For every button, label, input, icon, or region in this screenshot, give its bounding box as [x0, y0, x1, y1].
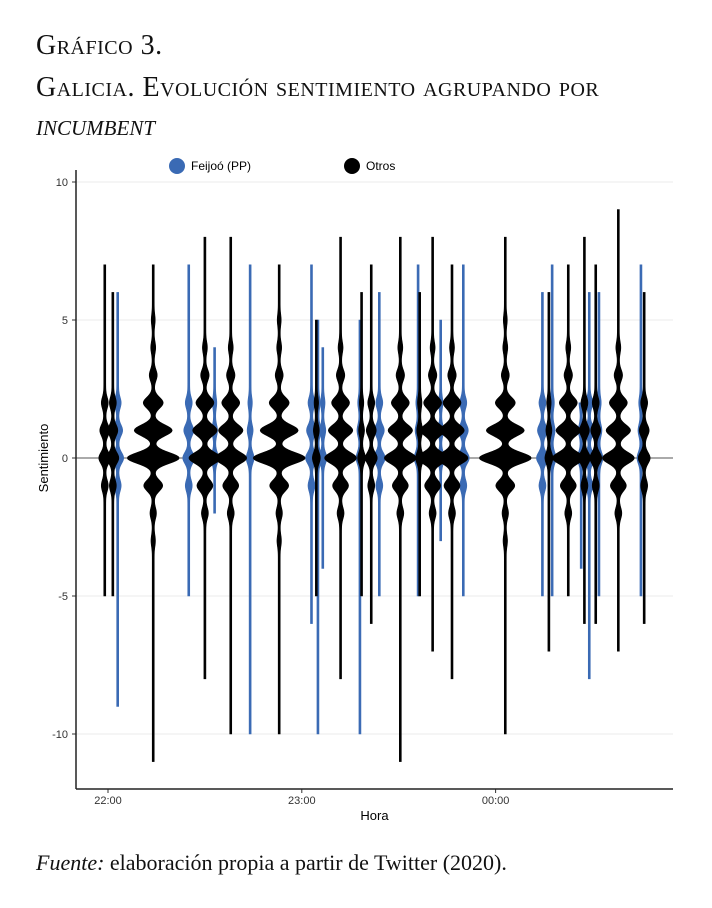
violin-otros: [126, 264, 180, 762]
violin-feijoo: [111, 292, 124, 707]
y-tick-label: -5: [58, 591, 68, 603]
violin-otros: [312, 319, 321, 597]
violin-feijoo: [373, 292, 386, 597]
y-axis-title: Sentimiento: [36, 424, 51, 493]
y-tick-label: 5: [62, 315, 68, 327]
y-tick-label: 0: [62, 453, 68, 465]
violin-otros: [415, 292, 425, 597]
violin-otros: [602, 209, 635, 652]
violin-otros: [383, 236, 417, 762]
legend-label: Feijoó (PP): [191, 159, 251, 173]
violin-otros: [106, 292, 120, 597]
violin-otros: [214, 236, 248, 735]
violin-otros: [637, 292, 651, 624]
violin-otros: [478, 236, 532, 735]
violin-feijoo: [245, 264, 255, 735]
x-tick-label: 22:00: [94, 795, 122, 807]
source-text: elaboración propia a partir de Twitter (…: [104, 850, 507, 875]
violin-feijoo: [594, 292, 604, 597]
violin-feijoo: [182, 264, 196, 597]
violin-otros: [589, 264, 603, 624]
figure-number: Gráfico 3.: [36, 30, 163, 61]
legend-label: Otros: [366, 159, 395, 173]
violin-otros: [435, 264, 469, 680]
legend-swatch: [344, 158, 360, 174]
violin-otros: [252, 264, 306, 735]
violin-feijoo: [582, 292, 596, 680]
figure-subtitle: INCUMBENT: [36, 116, 156, 140]
violin-otros: [578, 236, 591, 624]
violin-feijoo: [536, 292, 549, 597]
x-axis-title: Hora: [360, 808, 389, 823]
y-tick-label: 10: [56, 177, 68, 189]
figure-title: Galicia. Evolución sentimiento agrupando…: [36, 72, 600, 103]
violin-otros: [98, 264, 112, 597]
violin-otros: [551, 264, 585, 597]
y-tick-label: -10: [52, 729, 68, 741]
legend: Feijoó (PP) Otros: [169, 158, 395, 174]
violin-feijoo: [305, 264, 318, 624]
violin-otros: [324, 236, 357, 680]
legend-swatch: [169, 158, 185, 174]
x-tick-label: 23:00: [288, 795, 316, 807]
violin-otros: [357, 292, 366, 597]
x-tick-label: 00:00: [482, 795, 510, 807]
violin-feijoo: [318, 347, 328, 569]
violin-otros: [416, 236, 449, 652]
source-label: Fuente:: [36, 850, 105, 875]
violin-otros: [188, 236, 222, 680]
source-note: Fuente: elaboración propia a partir de T…: [36, 850, 507, 876]
violin-otros: [364, 264, 378, 624]
violin-otros: [544, 292, 554, 652]
